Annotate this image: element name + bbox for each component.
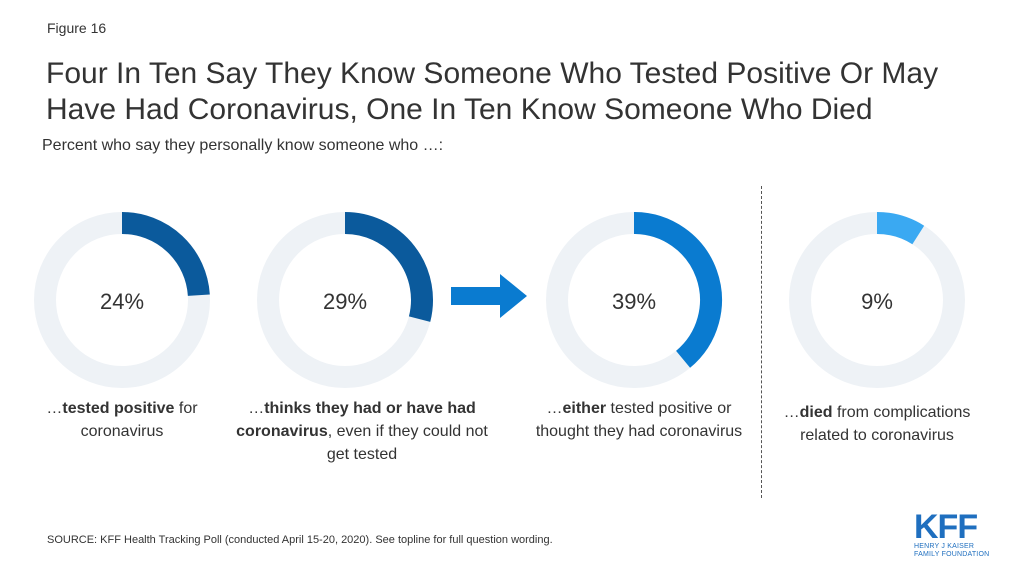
donut-chart-4 [789, 212, 965, 388]
donut-arc-3 [633, 212, 722, 368]
donut-caption-1: …tested positive for coronavirus [46, 400, 198, 440]
donut-value-label-2: 29% [322, 289, 368, 314]
arrow-shape [451, 274, 527, 318]
logo-line-1: HENRY J KAISER [914, 543, 975, 550]
donut-arc-2 [344, 212, 433, 322]
logo-line-2: FAMILY FOUNDATION [914, 551, 990, 558]
donut-value-label-4: 9% [861, 289, 893, 314]
chart-subtitle: Percent who say they personally know som… [42, 137, 444, 154]
donut-value-label-3: 39% [611, 289, 657, 314]
donut-chart-2 [257, 212, 433, 388]
donut-chart-1 [34, 212, 210, 388]
donut-caption-3: …either tested positive or thought they … [535, 400, 743, 440]
donut-chart-3 [546, 212, 722, 388]
figure-label: Figure 16 [47, 20, 107, 36]
donut-caption-2: …thinks they had or have had coronavirus… [236, 400, 488, 463]
divider-line [761, 186, 762, 498]
right-arrow-icon [451, 274, 527, 318]
donut-caption-4: …died from complications related to coro… [783, 404, 971, 444]
logo-mark: KFF [914, 508, 978, 546]
source-note: SOURCE: KFF Health Tracking Poll (conduc… [47, 534, 553, 546]
donut-arc-4 [876, 212, 925, 245]
chart-title: Four In Ten Say They Know Someone Who Te… [46, 57, 939, 126]
donut-value-label-1: 24% [99, 289, 145, 314]
donut-arc-1 [121, 212, 210, 297]
kff-logo: KFF HENRY J KAISER FAMILY FOUNDATION [914, 508, 992, 559]
